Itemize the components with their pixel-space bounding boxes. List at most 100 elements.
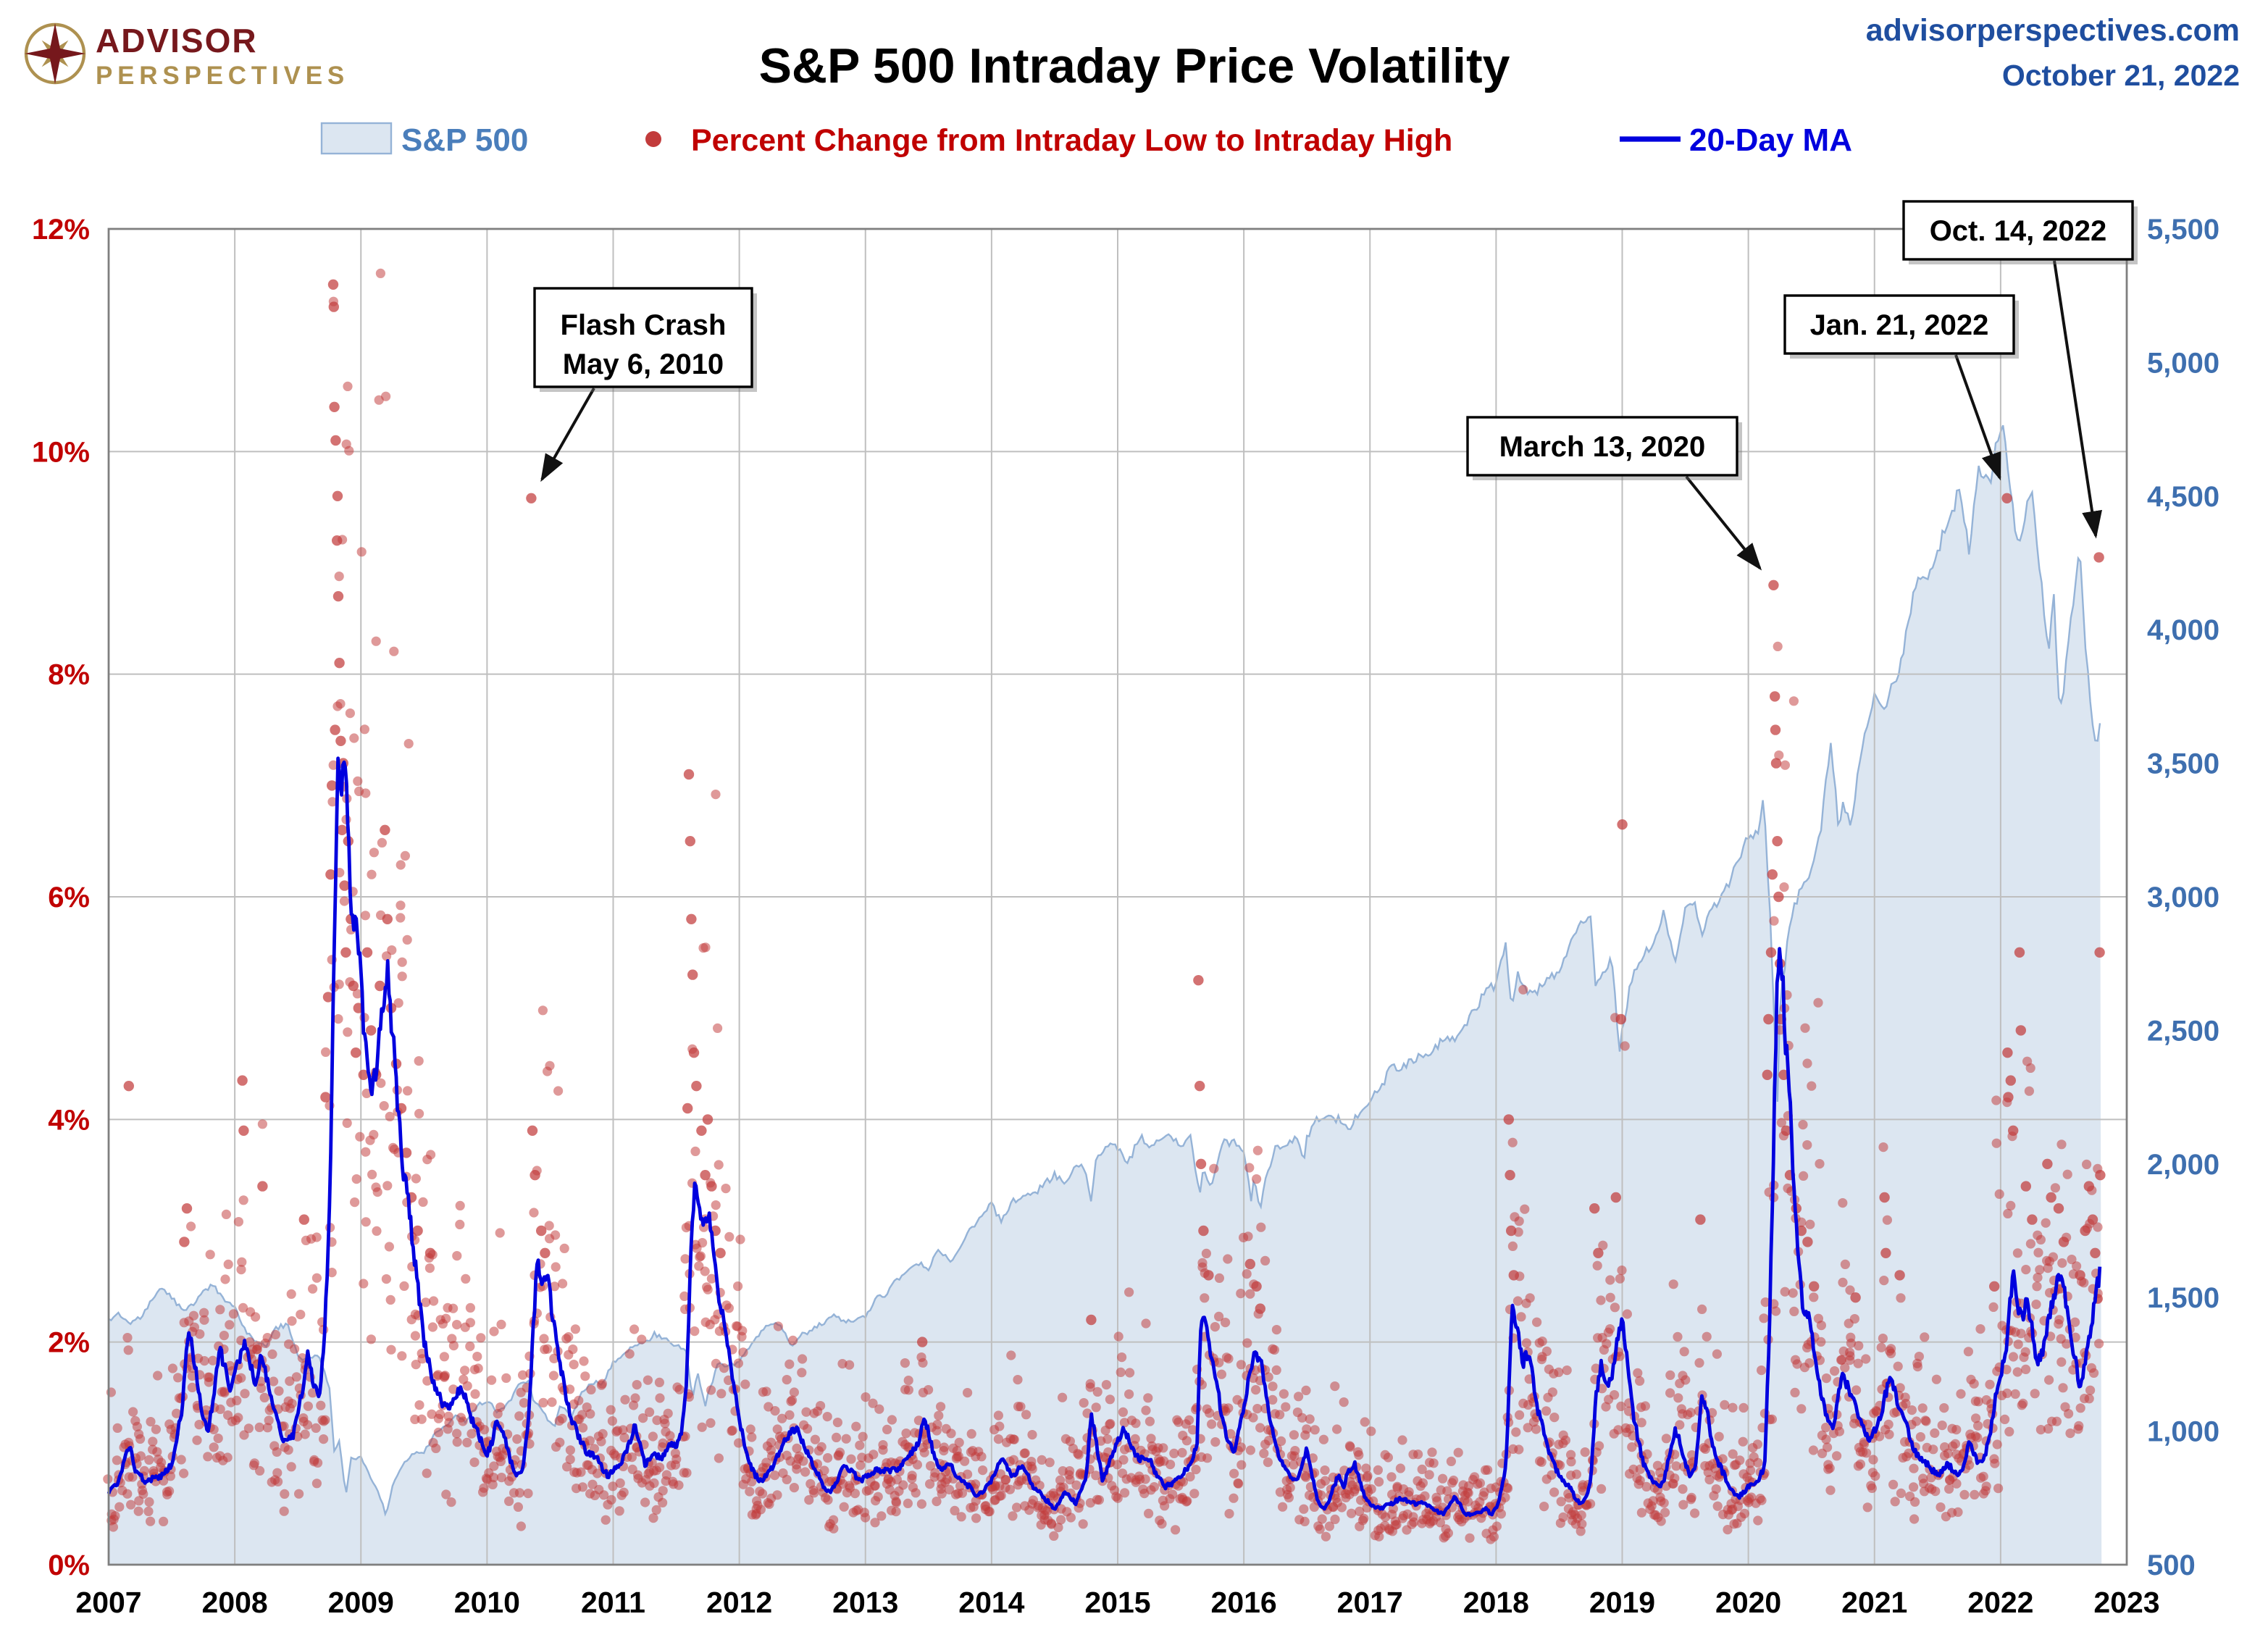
volatility-dot (954, 1437, 964, 1447)
volatility-dot (422, 1468, 432, 1478)
volatility-outlier-dot (339, 880, 350, 891)
volatility-dot (344, 446, 354, 456)
volatility-dot (798, 1456, 808, 1466)
volatility-dot (596, 1436, 606, 1447)
volatility-dot (713, 1023, 723, 1033)
volatility-dot (1251, 1385, 1261, 1395)
volatility-dot (1633, 1479, 1644, 1489)
legend: S&P 500 Percent Change from Intraday Low… (320, 122, 1852, 158)
volatility-dot (1859, 1439, 1869, 1450)
annotation-box (1902, 200, 2134, 261)
volatility-dot (1890, 1497, 1900, 1507)
volatility-dot (372, 1226, 382, 1236)
volatility-dot (1970, 1489, 1980, 1499)
volatility-outlier-dot (332, 591, 344, 602)
volatility-dot (1678, 1484, 1688, 1494)
volatility-dot (1512, 1296, 1523, 1306)
volatility-outlier-dot (2094, 947, 2105, 958)
volatility-dot (1065, 1466, 1075, 1476)
volatility-dot (1920, 1332, 1930, 1342)
volatility-dot (727, 1426, 737, 1436)
volatility-dot (386, 1344, 396, 1355)
volatility-dot (286, 1289, 296, 1299)
volatility-dot (1537, 1337, 1547, 1347)
volatility-dot (839, 1502, 849, 1512)
volatility-dot (381, 391, 391, 401)
volatility-dot (1221, 1318, 1231, 1328)
volatility-dot (733, 1281, 743, 1292)
volatility-dot (993, 1434, 1003, 1444)
volatility-dot (353, 776, 363, 786)
volatility-dot (1092, 1386, 1102, 1397)
volatility-dot (1981, 1481, 1991, 1492)
volatility-dot (706, 1418, 716, 1428)
volatility-dot (1279, 1389, 1289, 1399)
volatility-dot (1679, 1347, 1689, 1357)
volatility-dot (126, 1499, 136, 1510)
volatility-dot (574, 1395, 584, 1405)
volatility-dot (2003, 1208, 2013, 1218)
volatility-dot (441, 1489, 451, 1499)
volatility-dot (1315, 1524, 1325, 1534)
volatility-dot (557, 1413, 567, 1423)
volatility-dot (822, 1412, 832, 1422)
annotation-text: Flash Crash (561, 309, 727, 341)
volatility-outlier-dot (380, 824, 390, 836)
volatility-dot (2025, 1239, 2035, 1249)
volatility-dot (1124, 1389, 1134, 1400)
volatility-dot (1117, 1352, 1127, 1363)
volatility-dot (1332, 1424, 1342, 1434)
volatility-dot (996, 1491, 1006, 1501)
volatility-dot (1397, 1435, 1407, 1445)
volatility-outlier-dot (1593, 1247, 1604, 1259)
volatility-dot (2056, 1139, 2067, 1150)
annot-jan-21-2022: Jan. 21, 2022 (1783, 294, 2019, 481)
volatility-outlier-dot (917, 1337, 928, 1347)
volatility-outlier-dot (1255, 1303, 1266, 1314)
volatility-dot (1670, 1473, 1680, 1484)
volatility-dot (1330, 1514, 1340, 1524)
volatility-dot (313, 1457, 323, 1468)
volatility-outlier-dot (1765, 947, 1777, 958)
volatility-dot (735, 1234, 745, 1245)
volatility-outlier-dot (179, 1237, 190, 1247)
volatility-outlier-dot (298, 1214, 309, 1225)
volatility-dot (199, 1315, 209, 1325)
volatility-outlier-dot (686, 913, 697, 925)
volatility-outlier-dot (334, 658, 345, 669)
volatility-dot (1278, 1502, 1288, 1512)
volatility-dot (874, 1404, 884, 1414)
volatility-dot (658, 1486, 668, 1496)
volatility-dot (1799, 1171, 1809, 1181)
volatility-dot (1284, 1492, 1294, 1502)
volatility-dot (2035, 1234, 2046, 1245)
volatility-dot (238, 1302, 248, 1313)
volatility-dot (355, 1132, 365, 1142)
volatility-dot (269, 1376, 279, 1386)
volatility-dot (1992, 1439, 2002, 1450)
volatility-dot (172, 1408, 182, 1418)
volatility-dot (1910, 1497, 1920, 1507)
volatility-dot (285, 1376, 295, 1386)
volatility-dot (971, 1513, 982, 1523)
volatility-dot (476, 1333, 486, 1343)
volatility-dot (452, 1251, 462, 1261)
volatility-dot (1628, 1431, 1638, 1441)
volatility-dot (495, 1228, 505, 1238)
volatility-dot (151, 1424, 161, 1434)
volatility-dot (1229, 1468, 1239, 1478)
volatility-dot (1971, 1413, 1981, 1423)
volatility-dot (1226, 1429, 1236, 1439)
volatility-outlier-dot (1880, 1247, 1891, 1259)
left-axis-tick-label: 10% (32, 436, 90, 468)
volatility-dot (2012, 1248, 2022, 1258)
volatility-dot (237, 1257, 247, 1267)
volatility-dot (1851, 1385, 1862, 1395)
volatility-dot (599, 1490, 609, 1500)
volatility-dot (797, 1368, 807, 1378)
volatility-dot (1686, 1492, 1696, 1502)
volatility-dot (1825, 1485, 1836, 1495)
volatility-outlier-dot (1850, 1292, 1861, 1303)
volatility-dot (665, 1431, 675, 1441)
volatility-dot (1103, 1447, 1113, 1457)
